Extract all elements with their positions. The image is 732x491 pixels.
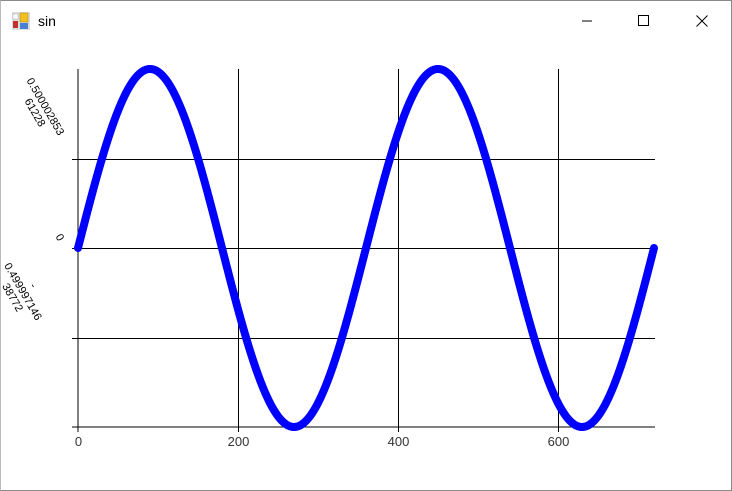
x-tick-label: 600 xyxy=(548,434,570,449)
x-tick-label: 400 xyxy=(388,434,410,449)
maximize-icon xyxy=(638,15,649,26)
title-bar[interactable]: sin xyxy=(1,1,731,41)
sine-series-line xyxy=(74,65,658,431)
x-tick-label: 200 xyxy=(228,434,250,449)
maximize-button[interactable] xyxy=(621,1,667,41)
window-title: sin xyxy=(38,13,56,29)
sine-chart: 0 200 400 600 xyxy=(72,65,658,449)
x-tick-label: 0 xyxy=(75,434,82,449)
close-icon xyxy=(696,15,708,27)
close-button[interactable] xyxy=(679,1,725,41)
minimize-icon xyxy=(582,20,592,22)
minimize-button[interactable] xyxy=(564,1,610,41)
winforms-app-icon xyxy=(12,12,30,30)
